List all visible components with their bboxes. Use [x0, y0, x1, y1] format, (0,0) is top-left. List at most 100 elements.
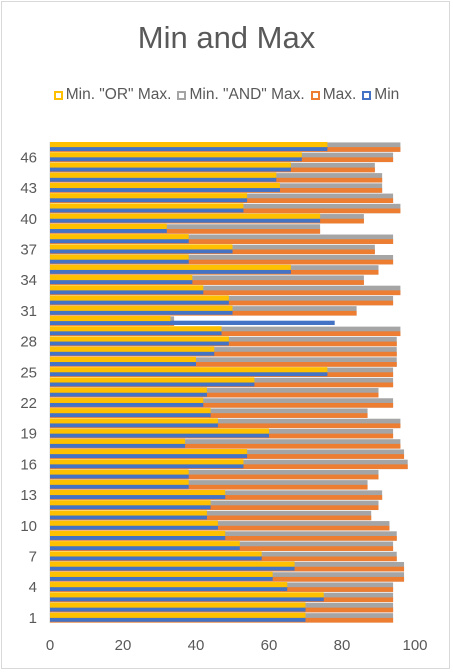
bar-or-34	[50, 275, 193, 281]
bar-or-31	[50, 305, 233, 311]
x-tick-label: 0	[46, 637, 54, 654]
bar-and-34	[50, 275, 364, 285]
bar-max-38	[50, 239, 394, 244]
legend-item-max: Max.	[310, 86, 356, 104]
bar-min-4	[50, 586, 288, 592]
bar-min-43	[50, 187, 280, 192]
bar-or-46	[50, 152, 302, 158]
x-tick-label: 20	[115, 637, 132, 654]
bar-max-36	[50, 259, 394, 265]
bar-or-14	[50, 479, 189, 485]
bar-min-20	[50, 423, 218, 428]
y-tick-label: 7	[29, 548, 37, 565]
bar-min-19	[50, 433, 269, 438]
bar-min-31	[50, 310, 233, 315]
bar-or-8	[50, 541, 240, 547]
y-tick-label: 22	[20, 395, 37, 412]
bar-or-9	[50, 530, 226, 537]
bar-max-22	[50, 402, 394, 408]
bar-min-39	[50, 228, 167, 233]
bar-and-18	[50, 439, 401, 449]
y-tick-label: 19	[20, 426, 37, 443]
bar-or-17	[50, 449, 248, 455]
bar-max-29	[50, 331, 401, 337]
bar-min-28	[50, 341, 229, 346]
bar-min-40	[50, 218, 321, 223]
bar-or-3	[50, 592, 324, 598]
bar-max-27	[50, 351, 397, 357]
bar-max-23	[50, 392, 379, 398]
bar-and-14	[50, 480, 368, 490]
bar-min-12	[50, 504, 211, 510]
bar-and-36	[50, 254, 394, 265]
bar-or-1	[50, 612, 306, 618]
bar-or-44	[50, 172, 277, 178]
legend-item-min: Min	[362, 86, 399, 104]
bar-min-7	[50, 556, 262, 561]
bar-min-25	[50, 371, 328, 377]
bar-min-42	[50, 197, 248, 203]
bar-or-42	[50, 193, 248, 199]
bar-min-44	[50, 177, 277, 182]
bar-min-13	[50, 494, 226, 499]
bar-min-6	[50, 566, 295, 571]
bar-or-18	[50, 438, 186, 444]
bar-or-32	[50, 295, 229, 301]
bar-min-36	[50, 259, 189, 264]
bar-or-5	[50, 571, 273, 577]
bar-max-18	[50, 443, 401, 449]
bar-max-34	[50, 280, 364, 285]
bar-or-25	[50, 367, 328, 373]
bar-or-35	[50, 264, 291, 270]
y-tick-label: 4	[29, 579, 37, 596]
bar-min-24	[50, 382, 255, 387]
legend-label-and: Min. "AND" Max.	[189, 86, 305, 103]
bar-max-39	[50, 228, 321, 234]
bar-min-23	[50, 392, 207, 397]
bar-min-37	[50, 249, 233, 254]
legend-item-or: Min. "OR" Max.	[53, 86, 171, 104]
bar-or-43	[50, 182, 280, 189]
chart-title: Min and Max	[137, 20, 316, 55]
bar-or-39	[50, 223, 167, 229]
bar-or-29	[50, 326, 222, 332]
bar-min-34	[50, 279, 193, 285]
y-tick-label: 28	[20, 334, 37, 351]
x-tick-label: 80	[334, 637, 351, 654]
bar-min-22	[50, 402, 204, 407]
bar-min-3	[50, 597, 324, 602]
y-tick-label: 34	[20, 272, 37, 289]
legend-swatch-max	[310, 90, 320, 100]
bar-min-30	[50, 320, 335, 325]
x-tick-label: 60	[261, 637, 278, 654]
bar-or-13	[50, 489, 226, 496]
legend-swatch-or	[53, 90, 63, 100]
bar-max-15	[50, 474, 379, 480]
bar-or-12	[50, 500, 211, 506]
bar-max-20	[50, 423, 401, 429]
bar-or-45	[50, 162, 291, 168]
bar-or-2	[50, 602, 306, 608]
bar-min-29	[50, 330, 222, 336]
bar-or-7	[50, 551, 262, 557]
bar-or-10	[50, 520, 218, 526]
x-tick-label: 100	[402, 637, 427, 654]
bar-max-12	[50, 505, 379, 511]
y-tick-label: 13	[20, 487, 37, 504]
bar-or-22	[50, 397, 204, 403]
bar-min-11	[50, 515, 207, 520]
bar-or-24	[50, 377, 255, 383]
bar-min-17	[50, 453, 248, 459]
x-tick-label: 40	[188, 637, 205, 654]
y-tick-label: 16	[20, 456, 37, 473]
bar-or-30	[50, 315, 171, 322]
bar-or-6	[50, 561, 295, 567]
bar-or-15	[50, 469, 189, 475]
bar-or-16	[50, 459, 244, 465]
bar-or-38	[50, 234, 189, 240]
bar-min-35	[50, 269, 291, 274]
bar-min-9	[50, 535, 226, 540]
bar-min-41	[50, 208, 244, 213]
bar-min-27	[50, 351, 215, 356]
bar-or-33	[50, 285, 204, 291]
